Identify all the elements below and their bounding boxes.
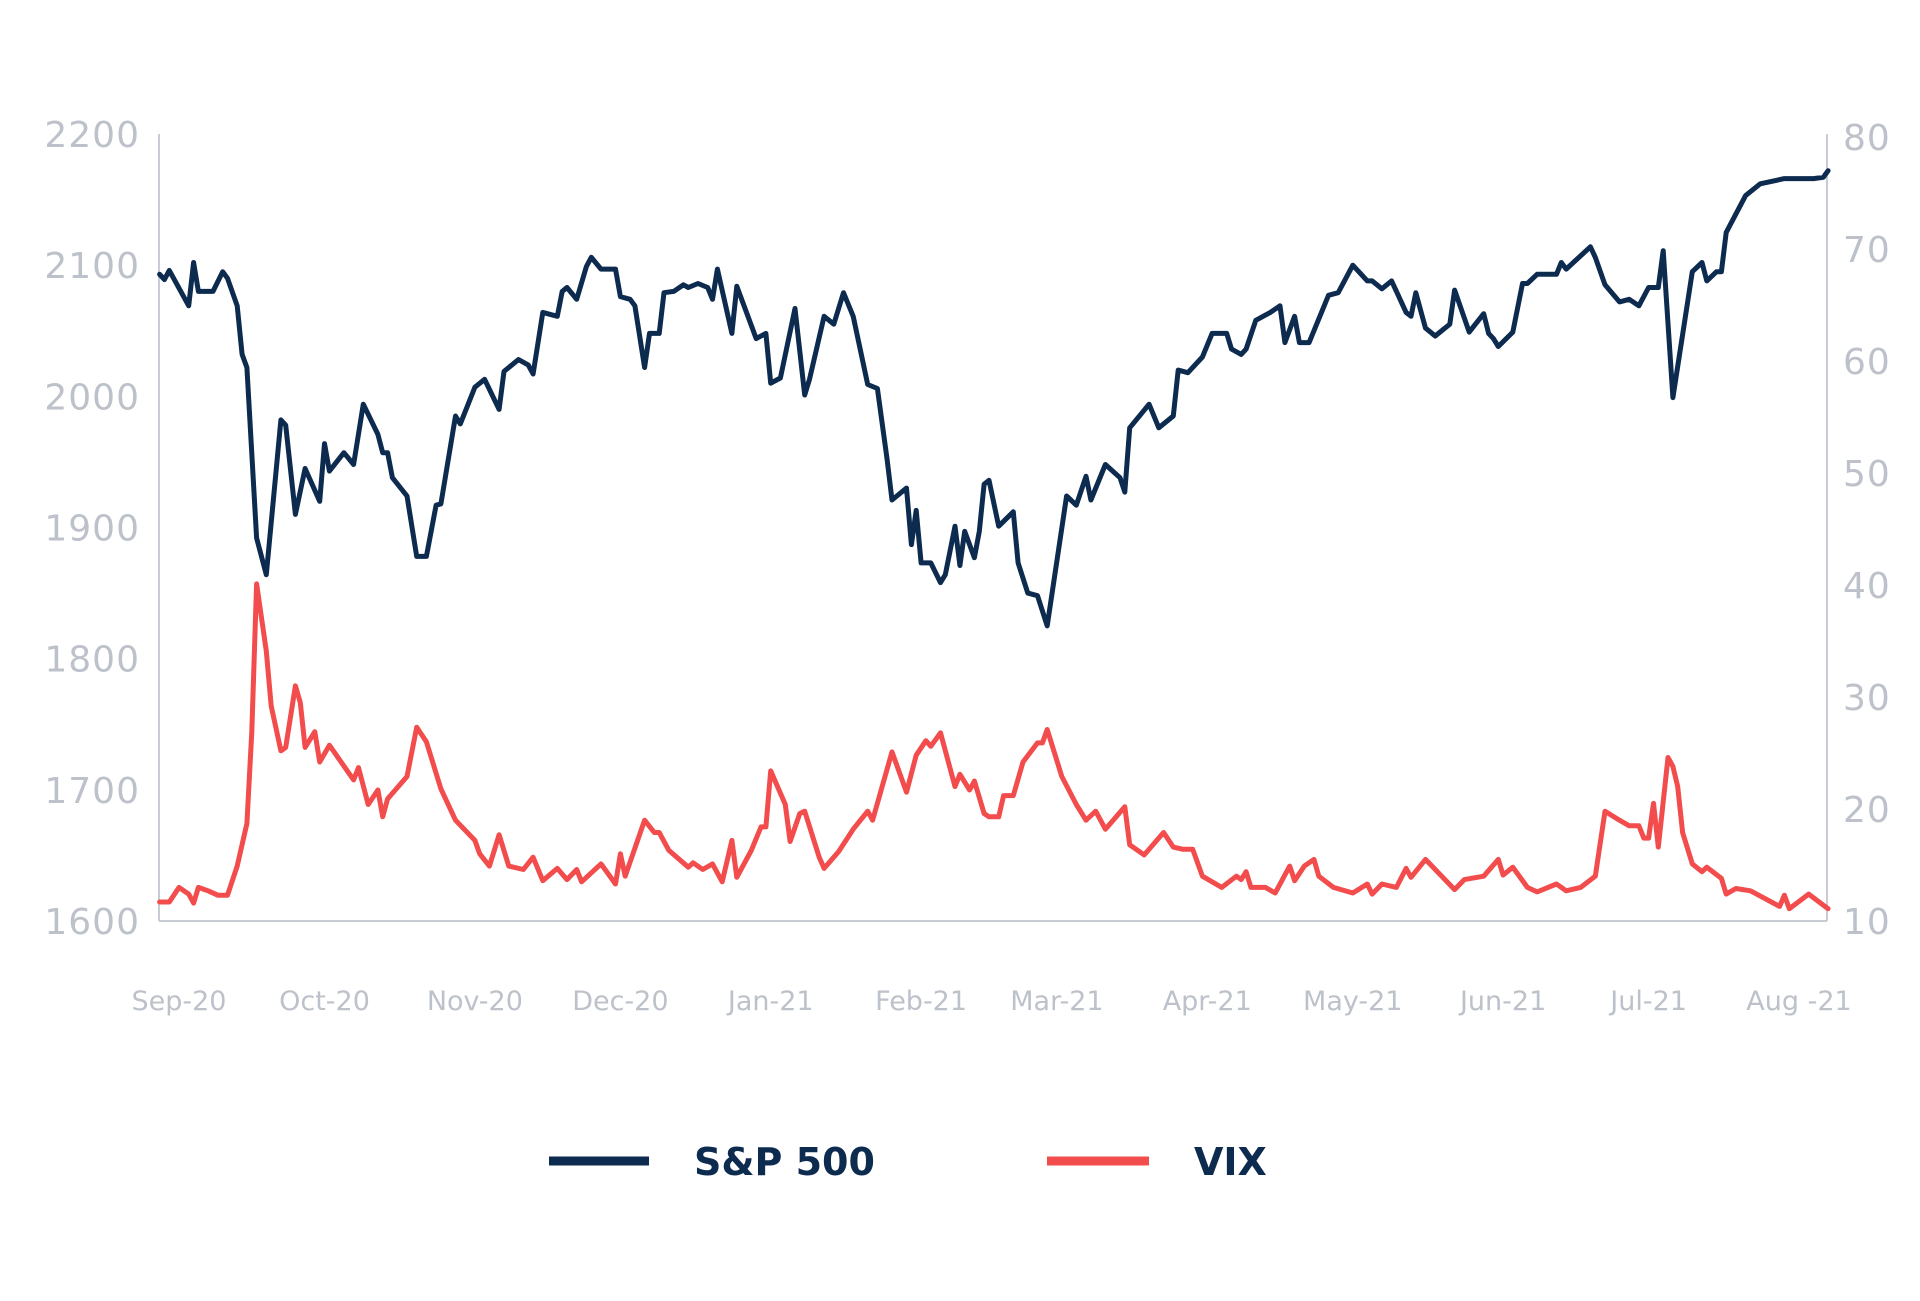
left-y-tick-label: 1600 xyxy=(44,902,140,943)
left-y-tick-label: 2100 xyxy=(44,246,140,287)
legend-item: VIX xyxy=(1047,1140,1267,1184)
series-line-vix xyxy=(157,581,1831,912)
x-tick-label: Oct-20 xyxy=(279,986,370,1017)
right-y-tick-label: 20 xyxy=(1843,790,1891,831)
x-tick-label: Jun-21 xyxy=(1458,986,1546,1017)
x-tick-label: Dec-20 xyxy=(572,986,668,1017)
legend-label: VIX xyxy=(1194,1140,1267,1184)
left-y-tick-label: 1800 xyxy=(44,640,140,681)
left-y-tick-label: 2000 xyxy=(44,377,140,418)
tick-labels: 1600 1700 1800 1900 2000 2100 2200 10 20 30 40 50 60… xyxy=(44,115,1891,1017)
series-line-s-p-500 xyxy=(157,168,1831,629)
x-tick-label: May-21 xyxy=(1303,986,1402,1017)
axes xyxy=(158,134,1828,922)
right-y-tick-label: 70 xyxy=(1843,230,1891,271)
left-y-tick-label: 2200 xyxy=(44,115,140,156)
right-y-tick-label: 50 xyxy=(1843,454,1891,495)
right-y-tick-label: 40 xyxy=(1843,566,1891,607)
left-y-tick-label: 1900 xyxy=(44,509,140,550)
right-y-tick-label: 80 xyxy=(1843,118,1891,159)
right-y-tick-label: 30 xyxy=(1843,678,1891,719)
x-tick-label: Apr-21 xyxy=(1163,986,1252,1017)
x-tick-label: Aug -21 xyxy=(1746,986,1851,1017)
right-y-tick-label: 60 xyxy=(1843,342,1891,383)
series-lines xyxy=(157,168,1831,912)
x-tick-label: Sep-20 xyxy=(132,986,227,1017)
legend: S&P 500 VIX xyxy=(549,1140,1267,1184)
legend-item: S&P 500 xyxy=(549,1140,875,1184)
legend-label: S&P 500 xyxy=(694,1140,875,1184)
x-tick-label: Feb-21 xyxy=(875,986,967,1017)
right-y-tick-label: 10 xyxy=(1843,902,1891,943)
x-tick-label: Mar-21 xyxy=(1010,986,1103,1017)
left-y-tick-label: 1700 xyxy=(44,771,140,812)
x-tick-label: Jan-21 xyxy=(726,986,814,1017)
x-tick-label: Nov-20 xyxy=(427,986,523,1017)
x-tick-label: Jul-21 xyxy=(1608,986,1687,1017)
